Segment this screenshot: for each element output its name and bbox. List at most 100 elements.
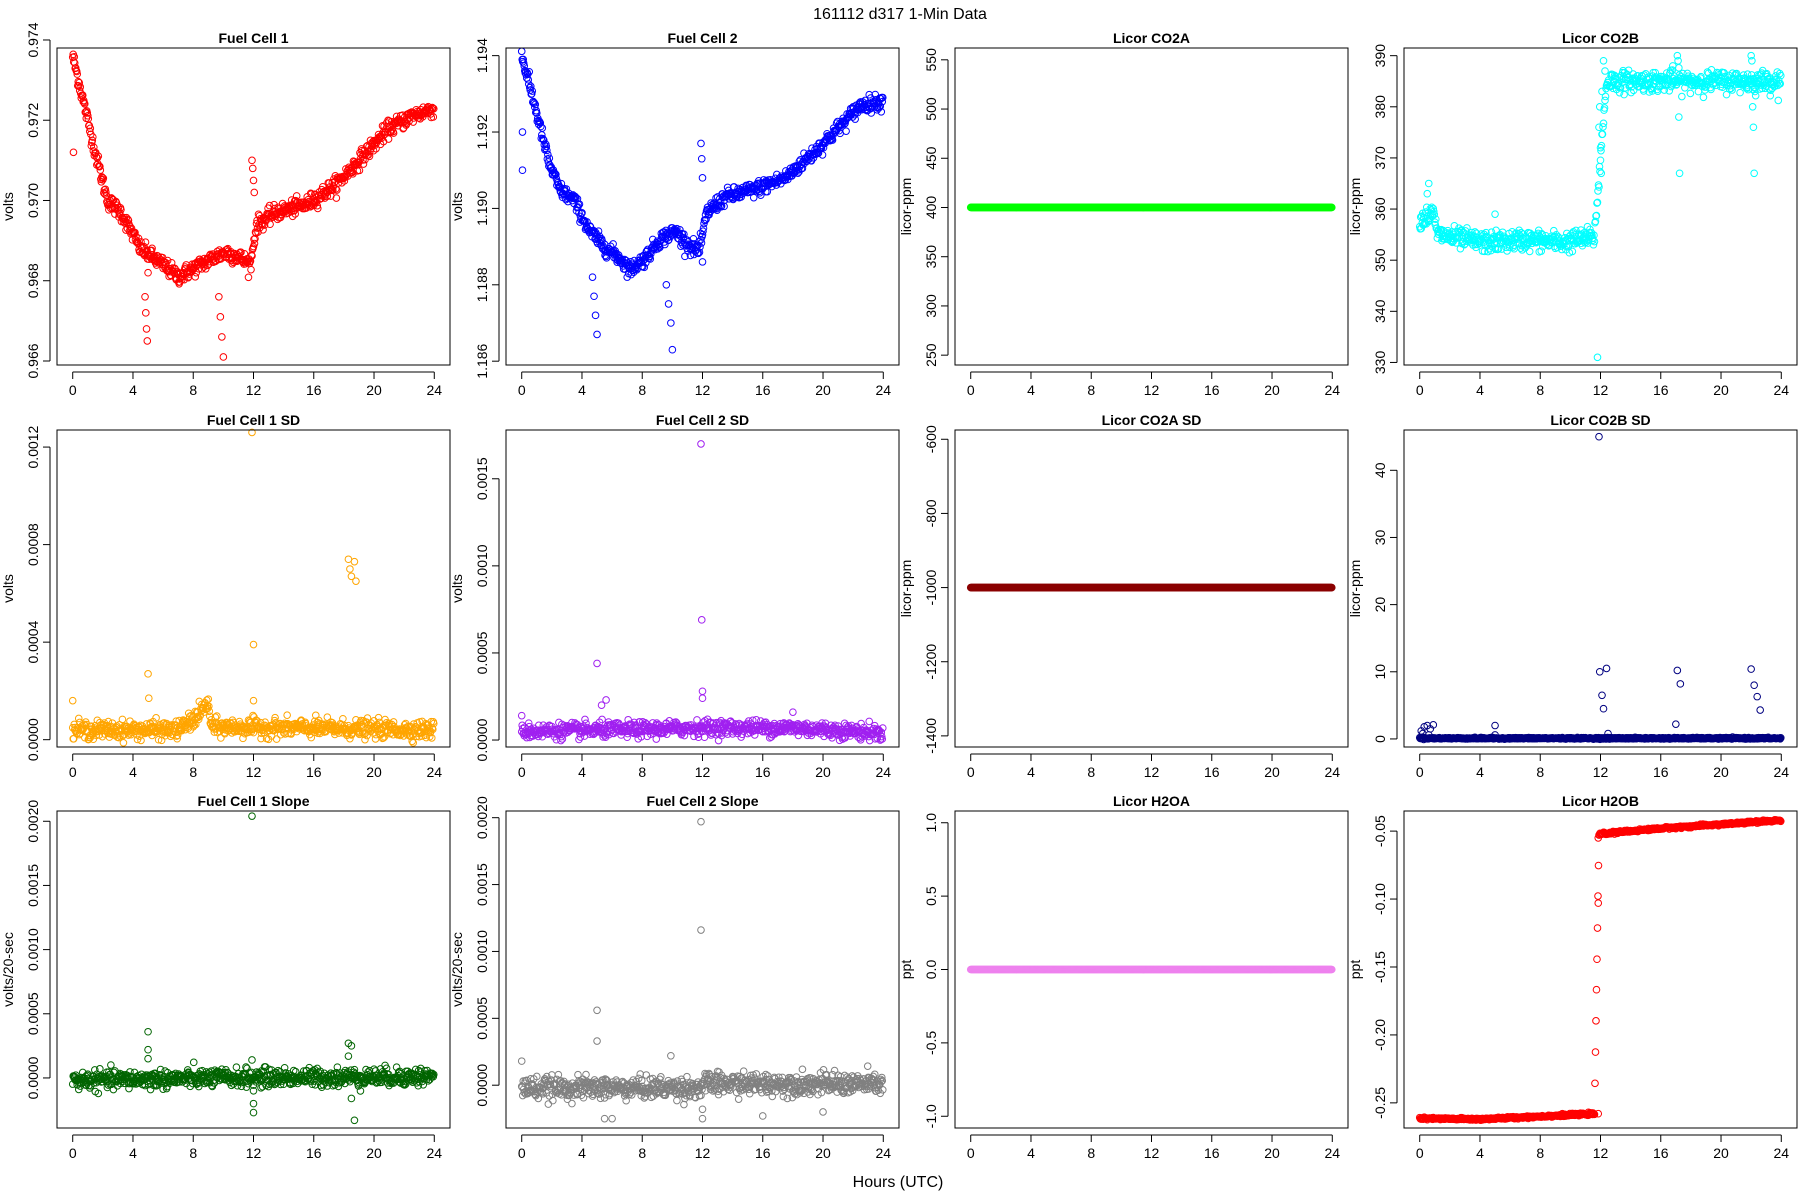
data-point [1699,93,1708,102]
y-axis-label: volts [0,192,16,221]
y-axis-label: volts [449,574,465,603]
x-tick-label: 20 [366,764,382,780]
panel-title: Licor CO2A SD [1102,412,1202,428]
x-tick-label: 16 [1653,382,1669,398]
data-point [532,109,541,117]
x-tick-label: 24 [1324,382,1340,398]
data-point [698,258,707,266]
data-point [216,313,225,321]
data-point [1748,103,1757,111]
data-point [93,154,102,162]
x-tick-label: 20 [815,764,831,780]
data-point [119,214,127,223]
y-axis-label: licor-ppm [1347,178,1363,236]
chart-panel-3: Licor CO2A licor-ppm 0 4 8 12 16 20 24 2503003504… [898,30,1349,398]
data-point [697,139,705,148]
y-tick-label: 330 [1372,351,1388,375]
panel-title: Fuel Cell 1 [218,30,288,46]
data-point [1593,353,1602,362]
data-points [68,428,438,747]
data-point [552,170,560,179]
y-axis-label: licor-ppm [898,178,914,236]
data-point [524,75,533,84]
data-point [346,565,354,573]
x-tick-label: 16 [755,764,771,780]
data-point [519,59,528,67]
panel-title: Licor CO2A [1113,30,1190,46]
data-point [88,136,97,145]
data-point [215,292,223,301]
data-point [288,212,297,221]
data-point [131,228,139,237]
data-point [429,113,438,121]
x-tick-label: 12 [1144,382,1160,398]
data-point [219,353,228,361]
data-point [526,82,535,91]
x-tick-label: 4 [578,764,586,780]
data-point [1525,247,1534,256]
data-point [384,135,393,143]
data-point [1423,189,1432,198]
y-tick-label: 340 [1372,299,1388,323]
data-point [1491,210,1499,218]
x-tick-label: 0 [1416,382,1424,398]
data-point [536,119,545,127]
x-axis: 0 4 8 12 16 20 24 [69,753,442,780]
x-axis: 0 4 8 12 16 20 24 [967,371,1340,398]
x-tick-label: 12 [695,382,711,398]
data-point [247,265,255,274]
data-point [352,577,360,585]
data-point [96,162,104,171]
x-axis: 0 4 8 12 16 20 24 [518,753,891,780]
y-tick-label: 0.968 [25,263,41,298]
y-tick-label: 1.194 [474,38,490,73]
data-point [73,70,82,78]
data-point [118,715,127,724]
data-point [86,124,95,133]
y-axis-label: licor-ppm [898,560,914,618]
panel-title: Fuel Cell 1 SD [207,412,300,428]
data-points [68,50,438,361]
data-point [698,694,707,703]
data-point [80,100,89,108]
data-point [517,47,526,56]
y-tick-label: 370 [1372,146,1388,170]
data-point [537,122,545,131]
data-point [237,248,245,257]
panel-title: Fuel Cell 2 SD [656,412,749,428]
data-point [272,735,281,743]
figure-title: 161112 d317 1-Min Data [813,6,987,23]
y-tick-label: 300 [923,294,939,318]
data-point [1601,67,1609,75]
data-point [283,711,291,719]
data-point [313,204,322,213]
y-tick-label: 0.966 [25,343,41,378]
x-tick-label: 4 [129,382,137,398]
data-point [544,150,552,159]
data-point [72,67,81,76]
x-tick-label: 0 [69,764,77,780]
data-point [147,252,155,261]
data-point [543,146,551,155]
data-point [374,713,383,722]
y-tick-label: 0.0008 [25,523,41,566]
data-point [664,300,673,308]
data-point [224,244,232,253]
y-tick-label: 500 [923,97,939,121]
x-tick-label: 4 [1027,382,1035,398]
x-tick-label: 12 [1593,382,1609,398]
x-tick-label: 4 [129,764,137,780]
data-point [69,148,78,157]
data-point [593,659,601,668]
data-point [144,670,152,678]
data-point [538,124,547,132]
y-tick-label: 0.0000 [25,718,41,761]
data-point [1596,156,1605,165]
